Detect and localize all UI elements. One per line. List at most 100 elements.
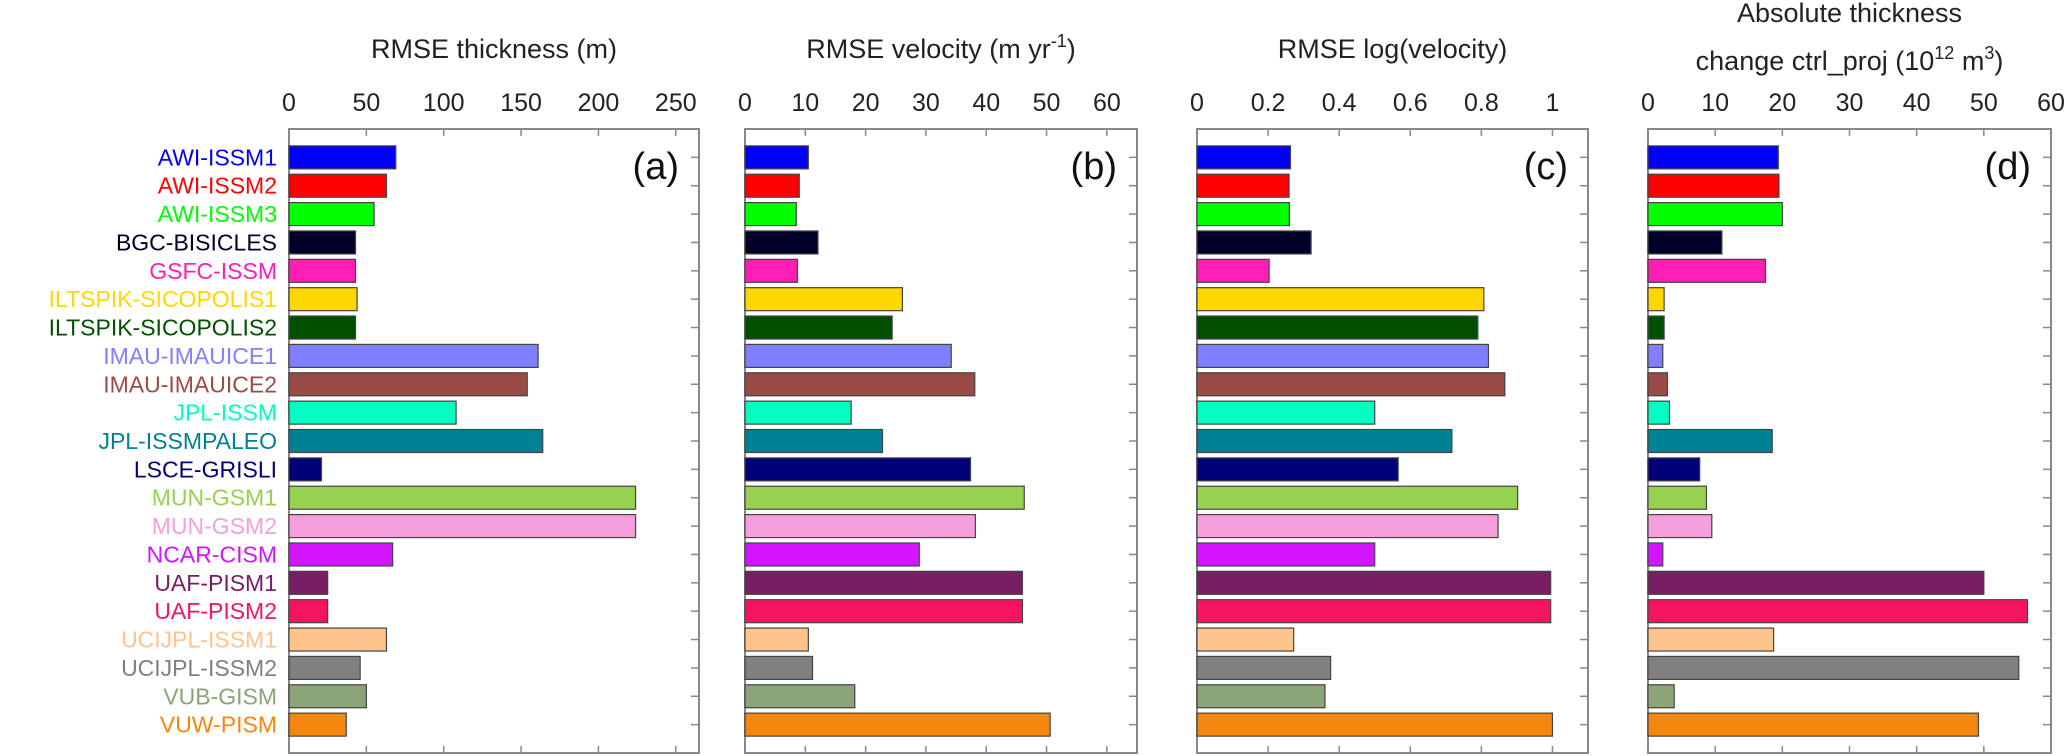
- panel-label: (b): [1071, 146, 1117, 188]
- x-tick-label: 20: [1768, 89, 1796, 117]
- x-tick-label: 0: [282, 89, 296, 117]
- bar-awi-issm3: [744, 201, 797, 227]
- bar-bgc-bisicles: [288, 230, 357, 255]
- model-label: BGC-BISICLES: [116, 229, 277, 255]
- bar-mun-gsm1: [1647, 485, 1708, 510]
- bar-ucijpl-issm1: [744, 627, 809, 652]
- x-tick-label: 40: [972, 89, 1000, 117]
- x-tick-label: 0.6: [1393, 89, 1428, 117]
- model-label: JPL-ISSMPALEO: [98, 428, 277, 454]
- x-tick-label: 60: [2037, 89, 2065, 117]
- bar-imau-imauice1: [744, 343, 952, 369]
- panel-title-line1: Absolute thickness: [1737, 0, 1962, 28]
- bar-uaf-pism1: [1196, 570, 1552, 595]
- x-tick-label: 250: [655, 89, 697, 117]
- bar-ucijpl-issm1: [1647, 627, 1775, 652]
- bar-jpl-issmpaleo: [1647, 428, 1773, 454]
- x-tick-label: 30: [1836, 89, 1864, 117]
- bar-jpl-issmpaleo: [1196, 428, 1453, 454]
- bar-vub-gism: [288, 684, 367, 709]
- bar-ncar-cism: [1647, 542, 1664, 567]
- title-part: change ctrl_proj (10: [1696, 46, 1935, 76]
- panel-a: RMSE thickness (m) 0 50 100 150 200 250 (a): [282, 34, 700, 754]
- bar-awi-issm3: [1196, 201, 1291, 227]
- x-tick-label: 100: [423, 89, 465, 117]
- title-superscript: 12: [1934, 43, 1954, 63]
- title-superscript: 3: [1984, 43, 1994, 63]
- bar-jpl-issm: [288, 400, 457, 425]
- x-tick-label: 150: [500, 89, 542, 117]
- bar-iltspik-sicopolis2: [1647, 315, 1665, 340]
- model-label: AWI-ISSM3: [158, 201, 277, 227]
- panel-title: RMSE log(velocity): [1278, 34, 1508, 64]
- model-label: LSCE-GRISLI: [134, 456, 277, 482]
- model-label: IMAU-IMAUICE2: [103, 371, 277, 397]
- bar-lsce-grisli: [1647, 457, 1701, 482]
- panel-title: RMSE velocity (m yr-1): [806, 31, 1076, 64]
- title-superscript: -1: [1051, 31, 1067, 51]
- model-label: ILTSPIK-SICOPOLIS2: [49, 315, 277, 341]
- bar-vuw-pism: [1647, 712, 1980, 737]
- bar-jpl-issmpaleo: [288, 428, 544, 454]
- bar-iltspik-sicopolis1: [744, 287, 904, 312]
- bar-vub-gism: [1647, 684, 1675, 709]
- bar-lsce-grisli: [744, 457, 972, 482]
- x-tick-label: 0: [1641, 89, 1655, 117]
- bar-gsfc-issm: [288, 258, 357, 283]
- x-tick-label: 0.4: [1322, 89, 1357, 117]
- model-label: VUW-PISM: [160, 712, 277, 738]
- panel-c: RMSE log(velocity) 0 0.2 0.4 0.6 0.8 1 (c): [1190, 34, 1589, 754]
- x-tick-label: 10: [791, 89, 819, 117]
- bar-awi-issm1: [744, 145, 809, 170]
- bar-vuw-pism: [744, 712, 1051, 737]
- bar-jpl-issm: [744, 400, 852, 425]
- bar-uaf-pism2: [1647, 599, 2029, 624]
- x-tick-label: 40: [1903, 89, 1931, 117]
- bar-ucijpl-issm1: [288, 627, 388, 652]
- bar-mun-gsm1: [744, 485, 1025, 510]
- panel-d: Absolute thickness change ctrl_proj (1012…: [1641, 0, 2065, 754]
- x-tick-label: 30: [912, 89, 940, 117]
- bar-mun-gsm2: [1647, 513, 1713, 539]
- bar-vuw-pism: [288, 712, 347, 737]
- title-part: m: [1954, 46, 1984, 76]
- title-part: ): [1067, 34, 1076, 64]
- panel-label: (a): [633, 146, 679, 188]
- bar-lsce-grisli: [1196, 457, 1399, 482]
- bar-jpl-issmpaleo: [744, 428, 884, 454]
- bar-uaf-pism1: [744, 570, 1024, 595]
- bar-awi-issm1: [1196, 145, 1292, 170]
- model-label: UAF-PISM1: [154, 570, 277, 596]
- bar-ucijpl-issm2: [1647, 655, 2020, 681]
- bar-lsce-grisli: [288, 457, 323, 482]
- bar-uaf-pism1: [288, 570, 329, 595]
- bar-awi-issm2: [288, 173, 388, 198]
- model-label: UCIJPL-ISSM1: [121, 627, 277, 653]
- bar-imau-imauice1: [1647, 343, 1664, 369]
- bar-vub-gism: [744, 684, 856, 709]
- panel-title: RMSE thickness (m): [371, 34, 617, 64]
- bar-bgc-bisicles: [1196, 230, 1312, 255]
- bar-gsfc-issm: [1196, 258, 1270, 283]
- x-tick-label: 50: [1033, 89, 1061, 117]
- bar-bgc-bisicles: [744, 230, 819, 255]
- bar-mun-gsm1: [1196, 485, 1519, 510]
- model-label: VUB-GISM: [163, 683, 277, 709]
- bar-awi-issm3: [1647, 201, 1783, 227]
- title-part: RMSE velocity (m yr: [806, 34, 1051, 64]
- bar-bgc-bisicles: [1647, 230, 1723, 255]
- model-label: MUN-GSM2: [152, 513, 277, 539]
- x-tick-label: 0: [738, 89, 752, 117]
- bar-ncar-cism: [1196, 542, 1376, 567]
- x-tick-label: 20: [852, 89, 880, 117]
- bar-mun-gsm1: [288, 485, 637, 510]
- bar-uaf-pism1: [1647, 570, 1985, 595]
- model-label: AWI-ISSM2: [158, 173, 277, 199]
- bar-gsfc-issm: [744, 258, 799, 283]
- model-label: IMAU-IMAUICE1: [103, 343, 277, 369]
- model-label: JPL-ISSM: [173, 400, 277, 426]
- panel-b: RMSE velocity (m yr-1) 0 10 20 30 40 50 60 (b): [738, 31, 1138, 754]
- bar-awi-issm2: [744, 173, 800, 198]
- bar-mun-gsm2: [744, 513, 976, 539]
- bar-iltspik-sicopolis2: [1196, 315, 1479, 340]
